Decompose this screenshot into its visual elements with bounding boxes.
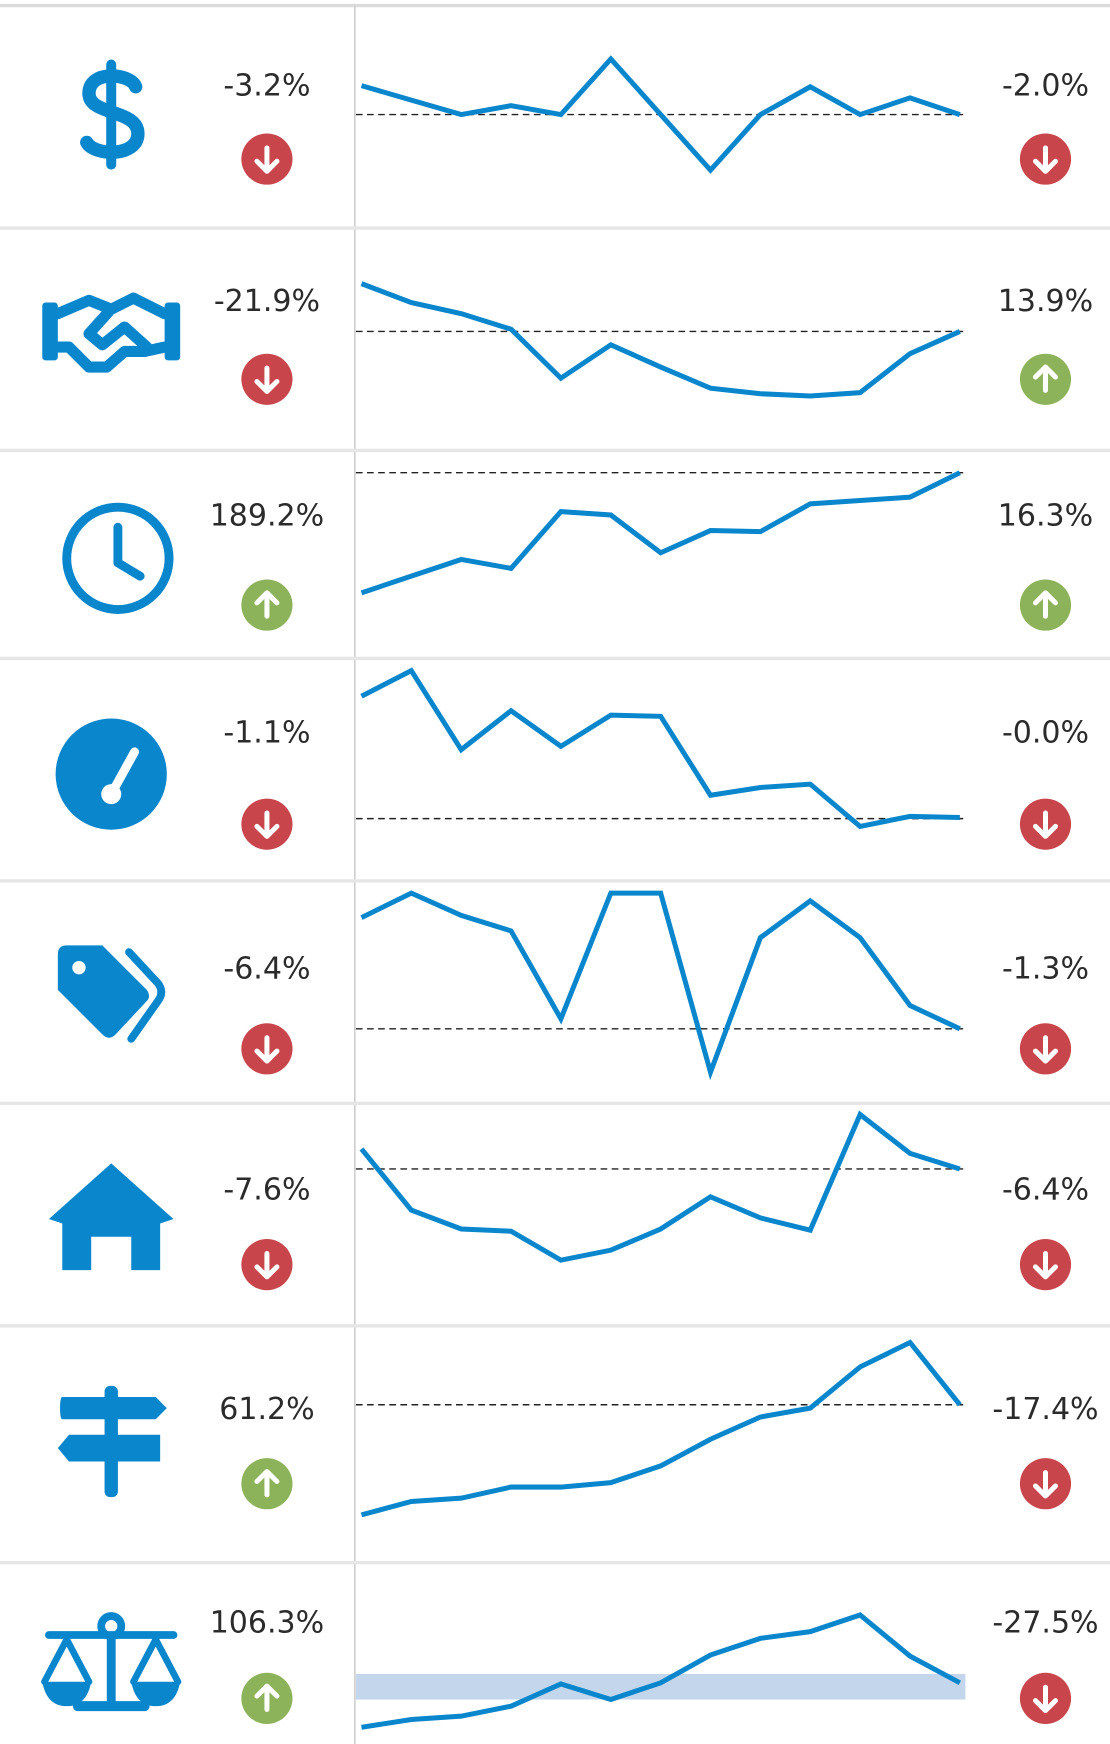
sparkline (360, 55, 961, 174)
right-change: -6.4% (1002, 1173, 1089, 1208)
right-change: -2.0% (1002, 68, 1089, 103)
trend-indicator (1019, 579, 1072, 631)
trend-arrow (1032, 145, 1059, 174)
trend-arrow (1032, 1250, 1059, 1280)
sparkline (360, 890, 961, 1081)
sparkline (360, 470, 961, 596)
trend-indicator (1019, 1023, 1072, 1075)
trend-arrow (254, 1035, 280, 1064)
gauge-icon (55, 718, 167, 830)
trend-arrow (1032, 1684, 1059, 1714)
left-change: -7.6% (223, 1173, 310, 1208)
right-change: -1.3% (1002, 951, 1089, 986)
trend-indicator (1019, 133, 1072, 185)
trend-arrow (1032, 1035, 1059, 1064)
trend-indicator (1019, 1239, 1072, 1291)
signpost-icon (57, 1385, 167, 1498)
trend-arrow (254, 1250, 280, 1280)
sparkline (360, 667, 960, 830)
sparkline (359, 1110, 961, 1263)
trend-indicator (241, 133, 293, 185)
reference-band (355, 1673, 966, 1700)
left-change: -21.9% (214, 284, 320, 319)
clock-icon (62, 502, 174, 614)
left-change: 61.2% (219, 1392, 314, 1427)
right-change: -17.4% (992, 1392, 1098, 1427)
right-change: -0.0% (1002, 716, 1089, 751)
trend-indicator (241, 798, 293, 850)
trend-arrow (254, 810, 280, 839)
sparkline (360, 281, 961, 399)
trend-arrow (254, 590, 280, 619)
trend-indicator (241, 579, 293, 631)
trend-indicator (241, 353, 293, 405)
trend-indicator (241, 1023, 293, 1075)
tags-icon (57, 945, 166, 1043)
trend-indicator (1019, 1458, 1072, 1510)
scales-icon (41, 1612, 182, 1712)
left-change: 189.2% (210, 499, 324, 534)
trend-indicator (1019, 1672, 1072, 1724)
trend-arrow (1032, 1470, 1059, 1499)
trend-arrow (254, 1468, 280, 1498)
handshake-icon (42, 292, 181, 373)
sparkline (361, 1612, 962, 1730)
trend-arrow (254, 1683, 280, 1713)
trend-indicator (241, 1458, 293, 1510)
right-change: 16.3% (998, 499, 1093, 534)
trend-indicator (241, 1239, 293, 1291)
trend-arrow (254, 365, 280, 395)
right-change: 13.9% (998, 284, 1093, 319)
trend-indicator (1019, 798, 1072, 850)
sparkline (360, 1339, 962, 1518)
trend-arrow (1032, 810, 1059, 839)
left-change: -3.2% (223, 68, 310, 103)
right-change: -27.5% (992, 1605, 1098, 1640)
dollar-icon (80, 59, 145, 170)
trend-indicator (1019, 353, 1072, 405)
left-change: -6.4% (223, 951, 310, 986)
left-change: 106.3% (210, 1605, 324, 1640)
trend-arrow (254, 145, 280, 174)
trend-indicator (241, 1672, 293, 1724)
trend-arrow (1032, 590, 1059, 619)
trend-arrow (1032, 364, 1059, 393)
left-change: -1.1% (223, 716, 310, 751)
home-icon (48, 1163, 174, 1271)
